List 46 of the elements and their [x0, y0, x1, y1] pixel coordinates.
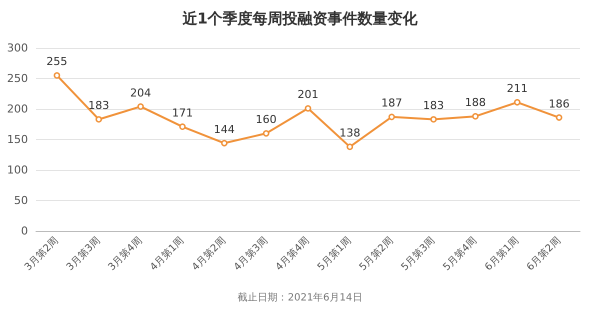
x-tick-label: 4月第1周 — [148, 234, 186, 274]
data-label: 188 — [464, 96, 486, 110]
x-tick-label: 3月第3周 — [64, 234, 103, 274]
chart-title: 近1个季度每周投融资事件数量变化 — [181, 10, 419, 28]
y-tick-label: 50 — [14, 194, 28, 207]
data-label: 187 — [381, 96, 402, 110]
x-tick-label: 4月第3周 — [231, 234, 270, 274]
data-label: 183 — [423, 99, 444, 112]
point — [137, 103, 144, 110]
x-tick-label: 4月第2周 — [190, 234, 228, 274]
data-label: 201 — [298, 88, 318, 102]
y-tick-label: 200 — [7, 102, 28, 116]
y-tick-label: 250 — [7, 72, 28, 85]
x-tick-label: 6月第2周 — [524, 234, 563, 274]
point — [221, 140, 228, 146]
x-tick-label: 5月第1周 — [315, 234, 354, 274]
point — [388, 114, 395, 120]
x-tick-label: 5月第4周 — [440, 234, 480, 274]
point — [262, 130, 270, 137]
point — [54, 72, 60, 79]
x-tick-label: 3月第4周 — [106, 234, 145, 274]
text: 截止日期：2021年6月14日 — [238, 292, 362, 304]
point — [304, 105, 312, 112]
x-tick-label: 4月第4周 — [273, 234, 312, 274]
y-tick-label: 300 — [7, 42, 28, 54]
data-label: 211 — [506, 82, 528, 96]
data-label: 255 — [46, 55, 68, 68]
data-label: 171 — [172, 106, 193, 120]
data-label: 204 — [130, 86, 152, 100]
x-tick-label: 5月第2周 — [356, 234, 396, 274]
x-tick-label: 5月第3周 — [398, 234, 438, 274]
point — [514, 99, 520, 106]
data-label: 186 — [548, 97, 570, 110]
x-tick-label: 6月第1周 — [482, 234, 522, 274]
data-label: 183 — [88, 99, 110, 112]
point — [346, 144, 354, 150]
data-label: 160 — [256, 113, 277, 126]
point — [179, 123, 186, 130]
point — [430, 116, 437, 123]
point — [556, 114, 562, 121]
data-label: 144 — [214, 122, 235, 136]
data-label: 138 — [339, 126, 360, 140]
point — [96, 116, 102, 123]
point — [472, 113, 479, 120]
y-tick-label: 100 — [7, 164, 28, 176]
y-tick-label: 150 — [7, 133, 28, 146]
